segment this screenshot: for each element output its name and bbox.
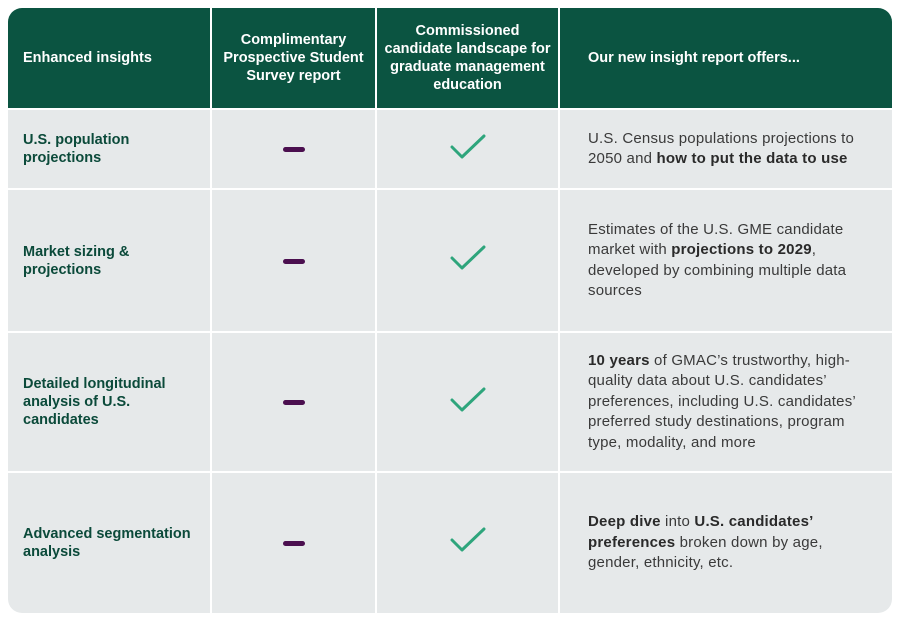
description-text: , developed by combining multiple data s…: [588, 241, 847, 300]
table-row: Advanced segmentation analysis Deep dive …: [8, 470, 892, 613]
icon-cell: [375, 107, 560, 191]
icon-cell: [375, 188, 560, 334]
header-cell: Complimentary Prospective Student Survey…: [210, 8, 377, 110]
row-description: Estimates of the U.S. GME candidate mark…: [558, 188, 892, 334]
row-description: U.S. Census populations projections to 2…: [558, 107, 892, 191]
comparison-table: Enhanced insights Complimentary Prospect…: [8, 8, 892, 613]
included-icon: [450, 527, 485, 552]
table-row: Market sizing & projections Estimates of …: [8, 188, 892, 334]
row-description: Deep dive into U.S. candidates’ preferen…: [558, 470, 892, 613]
emphasis-text: U.S. candidates’ preferences: [588, 513, 813, 551]
icon-cell: [210, 107, 377, 191]
not-included-icon: [282, 258, 305, 264]
header-cell: Our new insight report offers...: [558, 8, 892, 110]
included-icon: [450, 134, 485, 159]
header-cell: Commissioned candidate landscape for gra…: [375, 8, 560, 110]
icon-cell: [375, 470, 560, 613]
description-text: of GMAC’s trustworthy, high-quality data…: [588, 351, 856, 451]
not-included-icon: [282, 540, 305, 546]
emphasis-text: projections to 2029: [671, 241, 812, 259]
row-label: Market sizing & projections: [8, 188, 212, 334]
emphasis-text: how to put the data to use: [656, 150, 848, 168]
table-row: U.S. population projections U.S. Census p…: [8, 107, 892, 191]
not-included-icon: [282, 400, 305, 406]
not-included-icon: [282, 147, 305, 153]
description-text: into: [660, 513, 695, 531]
description-text: broken down by age, gender, ethnicity, e…: [588, 533, 823, 572]
row-label: U.S. population projections: [8, 107, 212, 191]
table-row: Detailed longitudinal analysis of U.S. c…: [8, 331, 892, 473]
emphasis-text: Deep dive: [588, 513, 661, 531]
comparison-table-card: Enhanced insights Complimentary Prospect…: [8, 8, 892, 613]
header-cell: Enhanced insights: [8, 8, 212, 110]
row-description: 10 years of GMAC’s trustworthy, high-qua…: [558, 331, 892, 473]
description-text: U.S. Census populations projections to 2…: [588, 129, 855, 168]
icon-cell: [210, 470, 377, 613]
included-icon: [450, 245, 485, 270]
icon-cell: [210, 331, 377, 473]
table-body: U.S. population projections U.S. Census p…: [8, 107, 892, 613]
row-label: Detailed longitudinal analysis of U.S. c…: [8, 331, 212, 473]
icon-cell: [375, 331, 560, 473]
description-text: Estimates of the U.S. GME candidate mark…: [588, 220, 844, 259]
emphasis-text: 10 years: [588, 351, 650, 369]
row-label: Advanced segmentation analysis: [8, 470, 212, 613]
header-row: Enhanced insights Complimentary Prospect…: [8, 8, 892, 110]
icon-cell: [210, 188, 377, 334]
included-icon: [450, 387, 485, 412]
